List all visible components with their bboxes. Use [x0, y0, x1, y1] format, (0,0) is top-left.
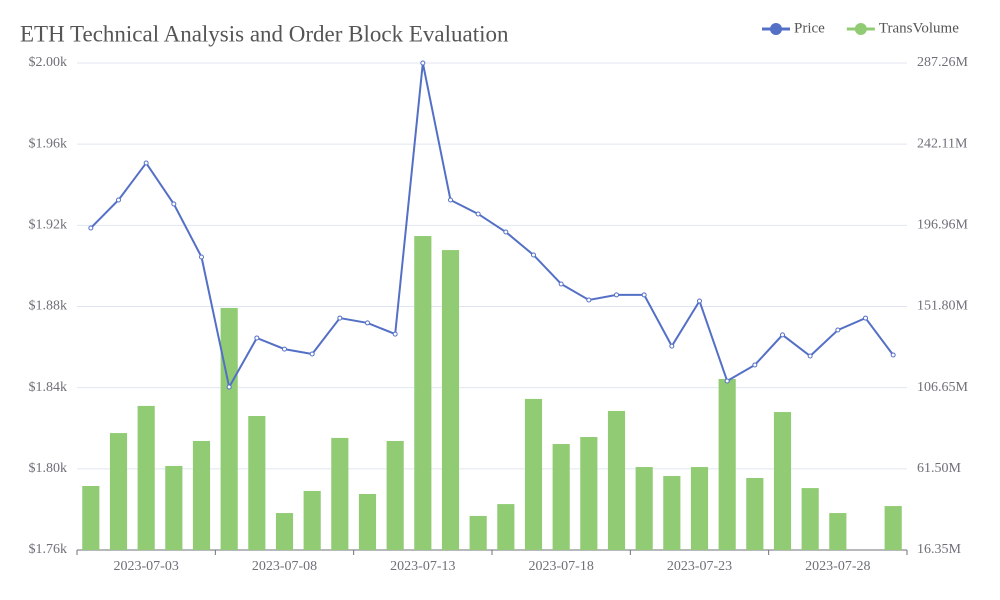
bar: [109, 433, 128, 550]
price-point: [88, 225, 94, 231]
price-point: [558, 281, 564, 287]
y-tick-label: $1.96k: [29, 136, 68, 151]
price-point: [586, 297, 592, 303]
y-tick-label: $1.76k: [29, 542, 68, 557]
y2-tick-label: 242.11M: [917, 136, 968, 151]
y-tick-label: $1.84k: [29, 380, 68, 395]
y2-tick-label: 106.65M: [917, 380, 969, 395]
price-point: [863, 315, 868, 321]
bar: [275, 513, 294, 550]
price-point: [365, 320, 370, 326]
price-point: [143, 160, 149, 166]
legend-dot: [854, 23, 867, 35]
bar: [358, 494, 377, 550]
price-point: [503, 229, 509, 235]
legend-text: TransVolume: [879, 20, 959, 36]
y2-tick-label: 16.35M: [917, 542, 962, 557]
price-point: [835, 327, 841, 333]
price-point: [780, 332, 785, 338]
price-point: [724, 378, 730, 384]
bar: [414, 236, 432, 550]
price-point: [807, 353, 813, 359]
legend-dot: [770, 23, 782, 35]
price-point: [392, 331, 398, 337]
y2-tick-label: 196.96M: [917, 218, 969, 233]
bar: [580, 437, 598, 550]
price-point: [531, 252, 536, 258]
bar: [303, 490, 321, 550]
bar: [220, 307, 238, 550]
price-point: [226, 384, 232, 390]
bar: [607, 410, 626, 550]
y-tick-label: $1.88k: [29, 299, 68, 314]
price-point: [282, 346, 287, 352]
bar: [137, 405, 155, 550]
x-tick-label: 2023-07-03: [114, 559, 179, 574]
bar: [801, 488, 819, 550]
x-tick-label: 2023-07-18: [529, 559, 594, 574]
price-point: [254, 335, 260, 341]
bar: [386, 440, 404, 550]
y-tick-label: $2.00k: [29, 55, 68, 70]
price-point: [669, 343, 675, 349]
price-point: [890, 352, 896, 358]
x-tick-label: 2023-07-13: [390, 559, 455, 574]
bar: [192, 440, 211, 550]
bar: [497, 504, 515, 550]
bar: [331, 437, 349, 550]
price-point: [475, 211, 481, 217]
price-point: [614, 292, 619, 298]
x-tick-label: 2023-07-28: [805, 559, 870, 574]
price-point: [337, 315, 343, 321]
bar: [773, 412, 792, 550]
legend-text: Price: [794, 20, 825, 36]
price-point: [116, 197, 121, 203]
bar: [524, 398, 543, 550]
y2-tick-label: 151.80M: [917, 299, 969, 314]
bar: [469, 515, 487, 550]
price-point: [448, 197, 453, 203]
bar: [829, 513, 847, 550]
bar: [746, 478, 764, 550]
bar: [248, 415, 266, 550]
bar: [884, 506, 902, 550]
bar: [165, 465, 183, 550]
price-point: [752, 362, 758, 368]
price-line: [90, 62, 894, 390]
price-point: [697, 298, 702, 304]
bar: [663, 476, 681, 550]
price-point: [420, 60, 426, 66]
bar: [441, 250, 460, 551]
x-tick-label: 2023-07-08: [252, 559, 317, 574]
price-point: [171, 201, 177, 207]
y-tick-label: $1.80k: [29, 461, 68, 476]
bar: [82, 486, 100, 550]
y-tick-label: $1.92k: [29, 218, 68, 233]
bar: [552, 444, 570, 550]
bar: [718, 378, 736, 550]
bar: [635, 467, 653, 550]
x-tick-label: 2023-07-23: [667, 559, 732, 574]
chart-title: ETH Technical Analysis and Order Block E…: [20, 21, 509, 46]
y2-tick-label: 287.26M: [917, 55, 969, 70]
price-point: [641, 292, 647, 298]
bar: [690, 467, 709, 550]
y2-tick-label: 61.50M: [917, 461, 962, 476]
price-point: [199, 254, 204, 260]
price-point: [309, 351, 315, 357]
